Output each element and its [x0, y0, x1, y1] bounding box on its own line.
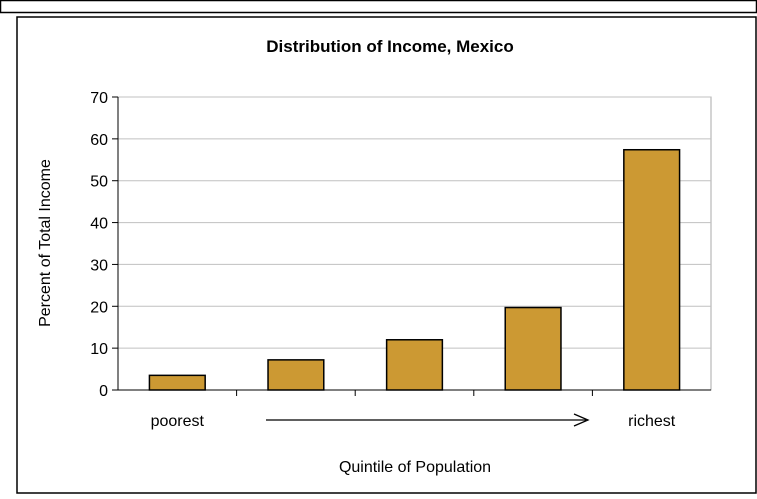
y-axis-ticks: 0 10 20 30 40 50 60 70: [90, 90, 118, 400]
y-tick-label: 50: [90, 174, 108, 191]
x-axis-ticks: [236, 390, 593, 396]
x-axis-label: Quintile of Population: [339, 459, 491, 476]
bar: [385, 339, 444, 391]
y-tick-label: 40: [90, 216, 108, 233]
bar: [148, 374, 206, 391]
y-tick-label: 60: [90, 132, 108, 149]
y-axis-label: Percent of Total Income: [37, 159, 54, 327]
y-tick-label: 20: [90, 299, 108, 316]
x-category-label: poorest: [151, 413, 205, 430]
y-tick-label: 70: [90, 90, 108, 107]
y-tick-label: 30: [90, 257, 108, 274]
arrow-right-icon: [573, 413, 590, 427]
chart-title: Distribution of Income, Mexico: [266, 37, 513, 56]
bar: [504, 306, 562, 391]
category-labels: poorest richest: [151, 413, 676, 430]
top-frame-strip: [0, 0, 757, 14]
bar: [267, 359, 325, 391]
x-category-label: richest: [628, 413, 676, 430]
y-tick-label: 10: [90, 341, 108, 358]
bars: [148, 148, 681, 391]
bar: [623, 148, 681, 391]
y-tick-label: 0: [99, 383, 108, 400]
